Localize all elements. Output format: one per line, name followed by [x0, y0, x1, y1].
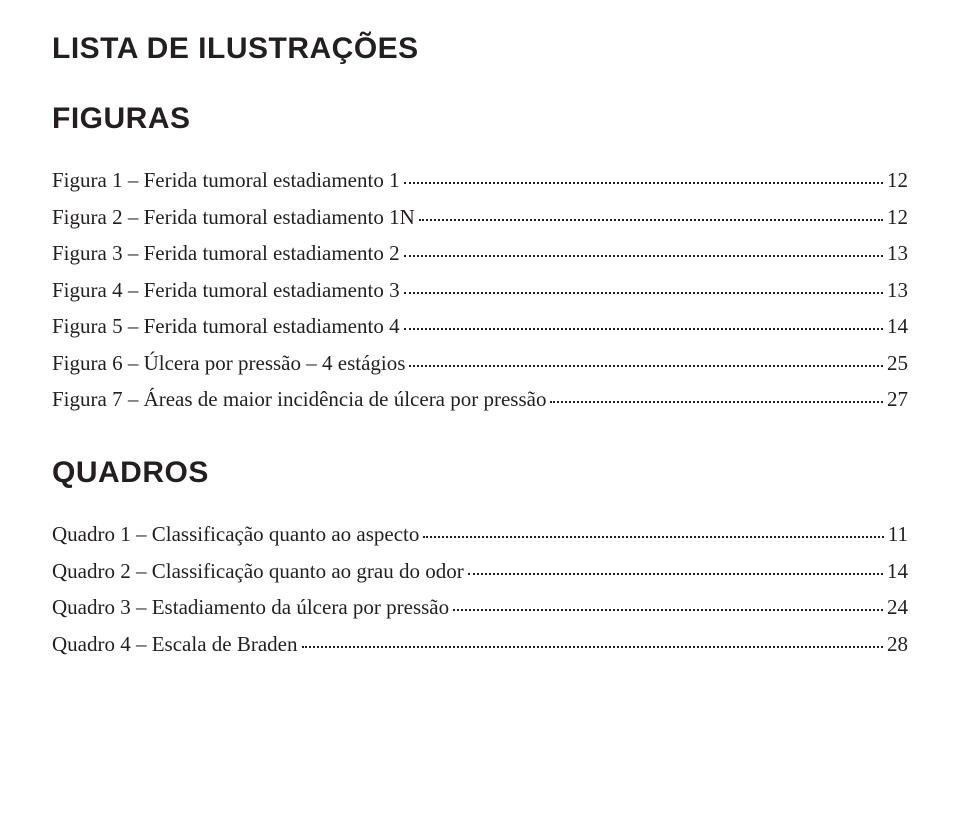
toc-leader — [550, 401, 883, 403]
toc-label: Quadro 4 – Escala de Braden — [52, 634, 298, 655]
toc-label: Figura 1 – Ferida tumoral estadiamento 1 — [52, 170, 400, 191]
toc-leader — [468, 573, 883, 575]
toc-leader — [453, 609, 883, 611]
toc-leader — [423, 536, 883, 538]
toc-leader — [409, 365, 883, 367]
toc-leader — [404, 328, 883, 330]
toc-label: Quadro 1 – Classificação quanto ao aspec… — [52, 524, 419, 545]
toc-label: Figura 6 – Úlcera por pressão – 4 estági… — [52, 353, 405, 374]
toc-row: Figura 6 – Úlcera por pressão – 4 estági… — [52, 353, 908, 374]
toc-leader — [404, 292, 883, 294]
quadros-list: Quadro 1 – Classificação quanto ao aspec… — [52, 524, 908, 655]
toc-page: 13 — [887, 280, 908, 301]
toc-label: Figura 2 – Ferida tumoral estadiamento 1… — [52, 207, 415, 228]
toc-page: 12 — [887, 207, 908, 228]
toc-leader — [419, 219, 883, 221]
toc-page: 12 — [887, 170, 908, 191]
toc-label: Quadro 2 – Classificação quanto ao grau … — [52, 561, 464, 582]
toc-row: Figura 4 – Ferida tumoral estadiamento 3… — [52, 280, 908, 301]
figuras-list: Figura 1 – Ferida tumoral estadiamento 1… — [52, 170, 908, 410]
toc-page: 14 — [887, 316, 908, 337]
toc-row: Quadro 3 – Estadiamento da úlcera por pr… — [52, 597, 908, 618]
toc-page: 25 — [887, 353, 908, 374]
toc-row: Quadro 2 – Classificação quanto ao grau … — [52, 561, 908, 582]
toc-page: 14 — [887, 561, 908, 582]
toc-leader — [302, 646, 884, 648]
toc-page: 27 — [887, 389, 908, 410]
main-heading: LISTA DE ILUSTRAÇÕES — [52, 32, 908, 66]
toc-label: Figura 4 – Ferida tumoral estadiamento 3 — [52, 280, 400, 301]
toc-leader — [404, 255, 883, 257]
toc-label: Figura 7 – Áreas de maior incidência de … — [52, 389, 546, 410]
toc-row: Quadro 4 – Escala de Braden 28 — [52, 634, 908, 655]
toc-row: Quadro 1 – Classificação quanto ao aspec… — [52, 524, 908, 545]
toc-page: 28 — [887, 634, 908, 655]
toc-page: 24 — [887, 597, 908, 618]
quadros-heading: QUADROS — [52, 456, 908, 490]
toc-leader — [404, 182, 883, 184]
toc-row: Figura 3 – Ferida tumoral estadiamento 2… — [52, 243, 908, 264]
toc-label: Figura 5 – Ferida tumoral estadiamento 4 — [52, 316, 400, 337]
figuras-heading: FIGURAS — [52, 102, 908, 136]
toc-page: 11 — [888, 524, 908, 545]
toc-label: Quadro 3 – Estadiamento da úlcera por pr… — [52, 597, 449, 618]
toc-row: Figura 2 – Ferida tumoral estadiamento 1… — [52, 207, 908, 228]
toc-row: Figura 7 – Áreas de maior incidência de … — [52, 389, 908, 410]
toc-label: Figura 3 – Ferida tumoral estadiamento 2 — [52, 243, 400, 264]
toc-page: 13 — [887, 243, 908, 264]
toc-row: Figura 1 – Ferida tumoral estadiamento 1… — [52, 170, 908, 191]
toc-row: Figura 5 – Ferida tumoral estadiamento 4… — [52, 316, 908, 337]
